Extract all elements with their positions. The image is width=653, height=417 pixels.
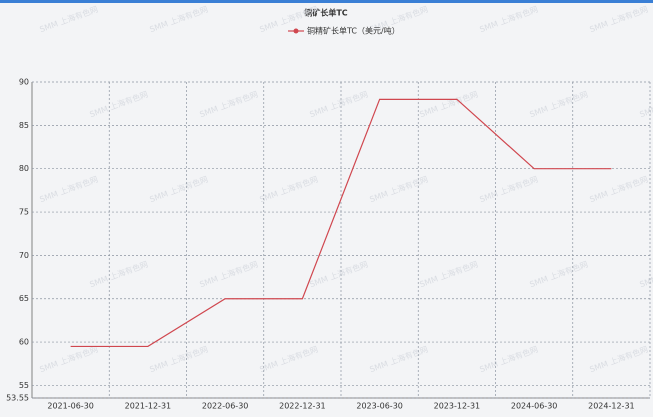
watermark: SMM 上海有色网 — [528, 89, 589, 119]
y-tick-label: 80 — [19, 164, 29, 173]
y-tick-label: 55 — [19, 381, 29, 390]
watermark: SMM 上海有色网 — [588, 174, 649, 204]
watermark: SMM 上海有色网 — [588, 344, 649, 374]
x-tick-label: 2023-12-31 — [434, 402, 481, 411]
y-tick-label: 70 — [19, 251, 29, 260]
top-border — [0, 0, 653, 3]
watermark: SMM 上海有色网 — [258, 174, 319, 204]
watermark: SMM 上海有色网 — [38, 344, 99, 374]
line — [70, 98, 612, 348]
watermark: SMM 上海有色网 — [308, 89, 369, 119]
watermark: SMM 上海有色网 — [418, 89, 479, 119]
watermark: SMM 上海有色网 — [38, 4, 99, 34]
watermark: SMM 上海有色网 — [478, 4, 539, 34]
y-tick-label: 65 — [19, 294, 29, 303]
x-tick-label: 2021-12-31 — [125, 402, 172, 411]
watermark: SMM 上海有色网 — [368, 174, 429, 204]
watermark: SMM 上海有色网 — [478, 344, 539, 374]
x-tick-label: 2023-06-30 — [356, 402, 403, 411]
x-tick-label: 2024-12-31 — [588, 402, 635, 411]
x-tick-label: 2024-06-30 — [511, 402, 558, 411]
watermark: SMM 上海有色网 — [478, 174, 539, 204]
watermark: SMM 上海有色网 — [588, 4, 649, 34]
watermark: SMM 上海有色网 — [148, 174, 209, 204]
x-tick-label: 2021-06-30 — [47, 402, 94, 411]
watermark: SMM 上海有色网 — [148, 344, 209, 374]
watermark: SMM 上海有色网 — [38, 174, 99, 204]
watermark: SMM 上海有色网 — [88, 259, 149, 289]
watermark: SMM 上海有色网 — [528, 259, 589, 289]
chart-title: 铜矿长单TC — [304, 8, 347, 18]
watermark: SMM 上海有色网 — [148, 4, 209, 34]
watermark: SMM 上海有色网 — [418, 259, 479, 289]
watermark: SMM 上海有色网 — [308, 259, 369, 289]
legend-label: 铜精矿长单TC（美元/吨） — [307, 26, 400, 36]
y-tick-label: 53.55 — [6, 394, 29, 403]
watermark: SMM 上海有色网 — [258, 344, 319, 374]
y-tick-label: 60 — [19, 338, 29, 347]
y-tick-label: 90 — [19, 78, 29, 87]
x-tick-label: 2022-06-30 — [202, 402, 249, 411]
y-tick-label: 75 — [19, 208, 29, 217]
legend-marker — [293, 28, 299, 34]
watermark: SMM 上海有色网 — [198, 259, 259, 289]
x-tick-label: 2022-12-31 — [279, 402, 326, 411]
watermark: SMM 上海有色网 — [198, 89, 259, 119]
watermark: SMM 上海有色网 — [88, 89, 149, 119]
watermark: SMM 上海有色网 — [638, 89, 653, 119]
y-tick-label: 85 — [19, 121, 29, 130]
watermark: SMM 上海有色网 — [368, 344, 429, 374]
watermark: SMM 上海有色网 — [638, 259, 653, 289]
